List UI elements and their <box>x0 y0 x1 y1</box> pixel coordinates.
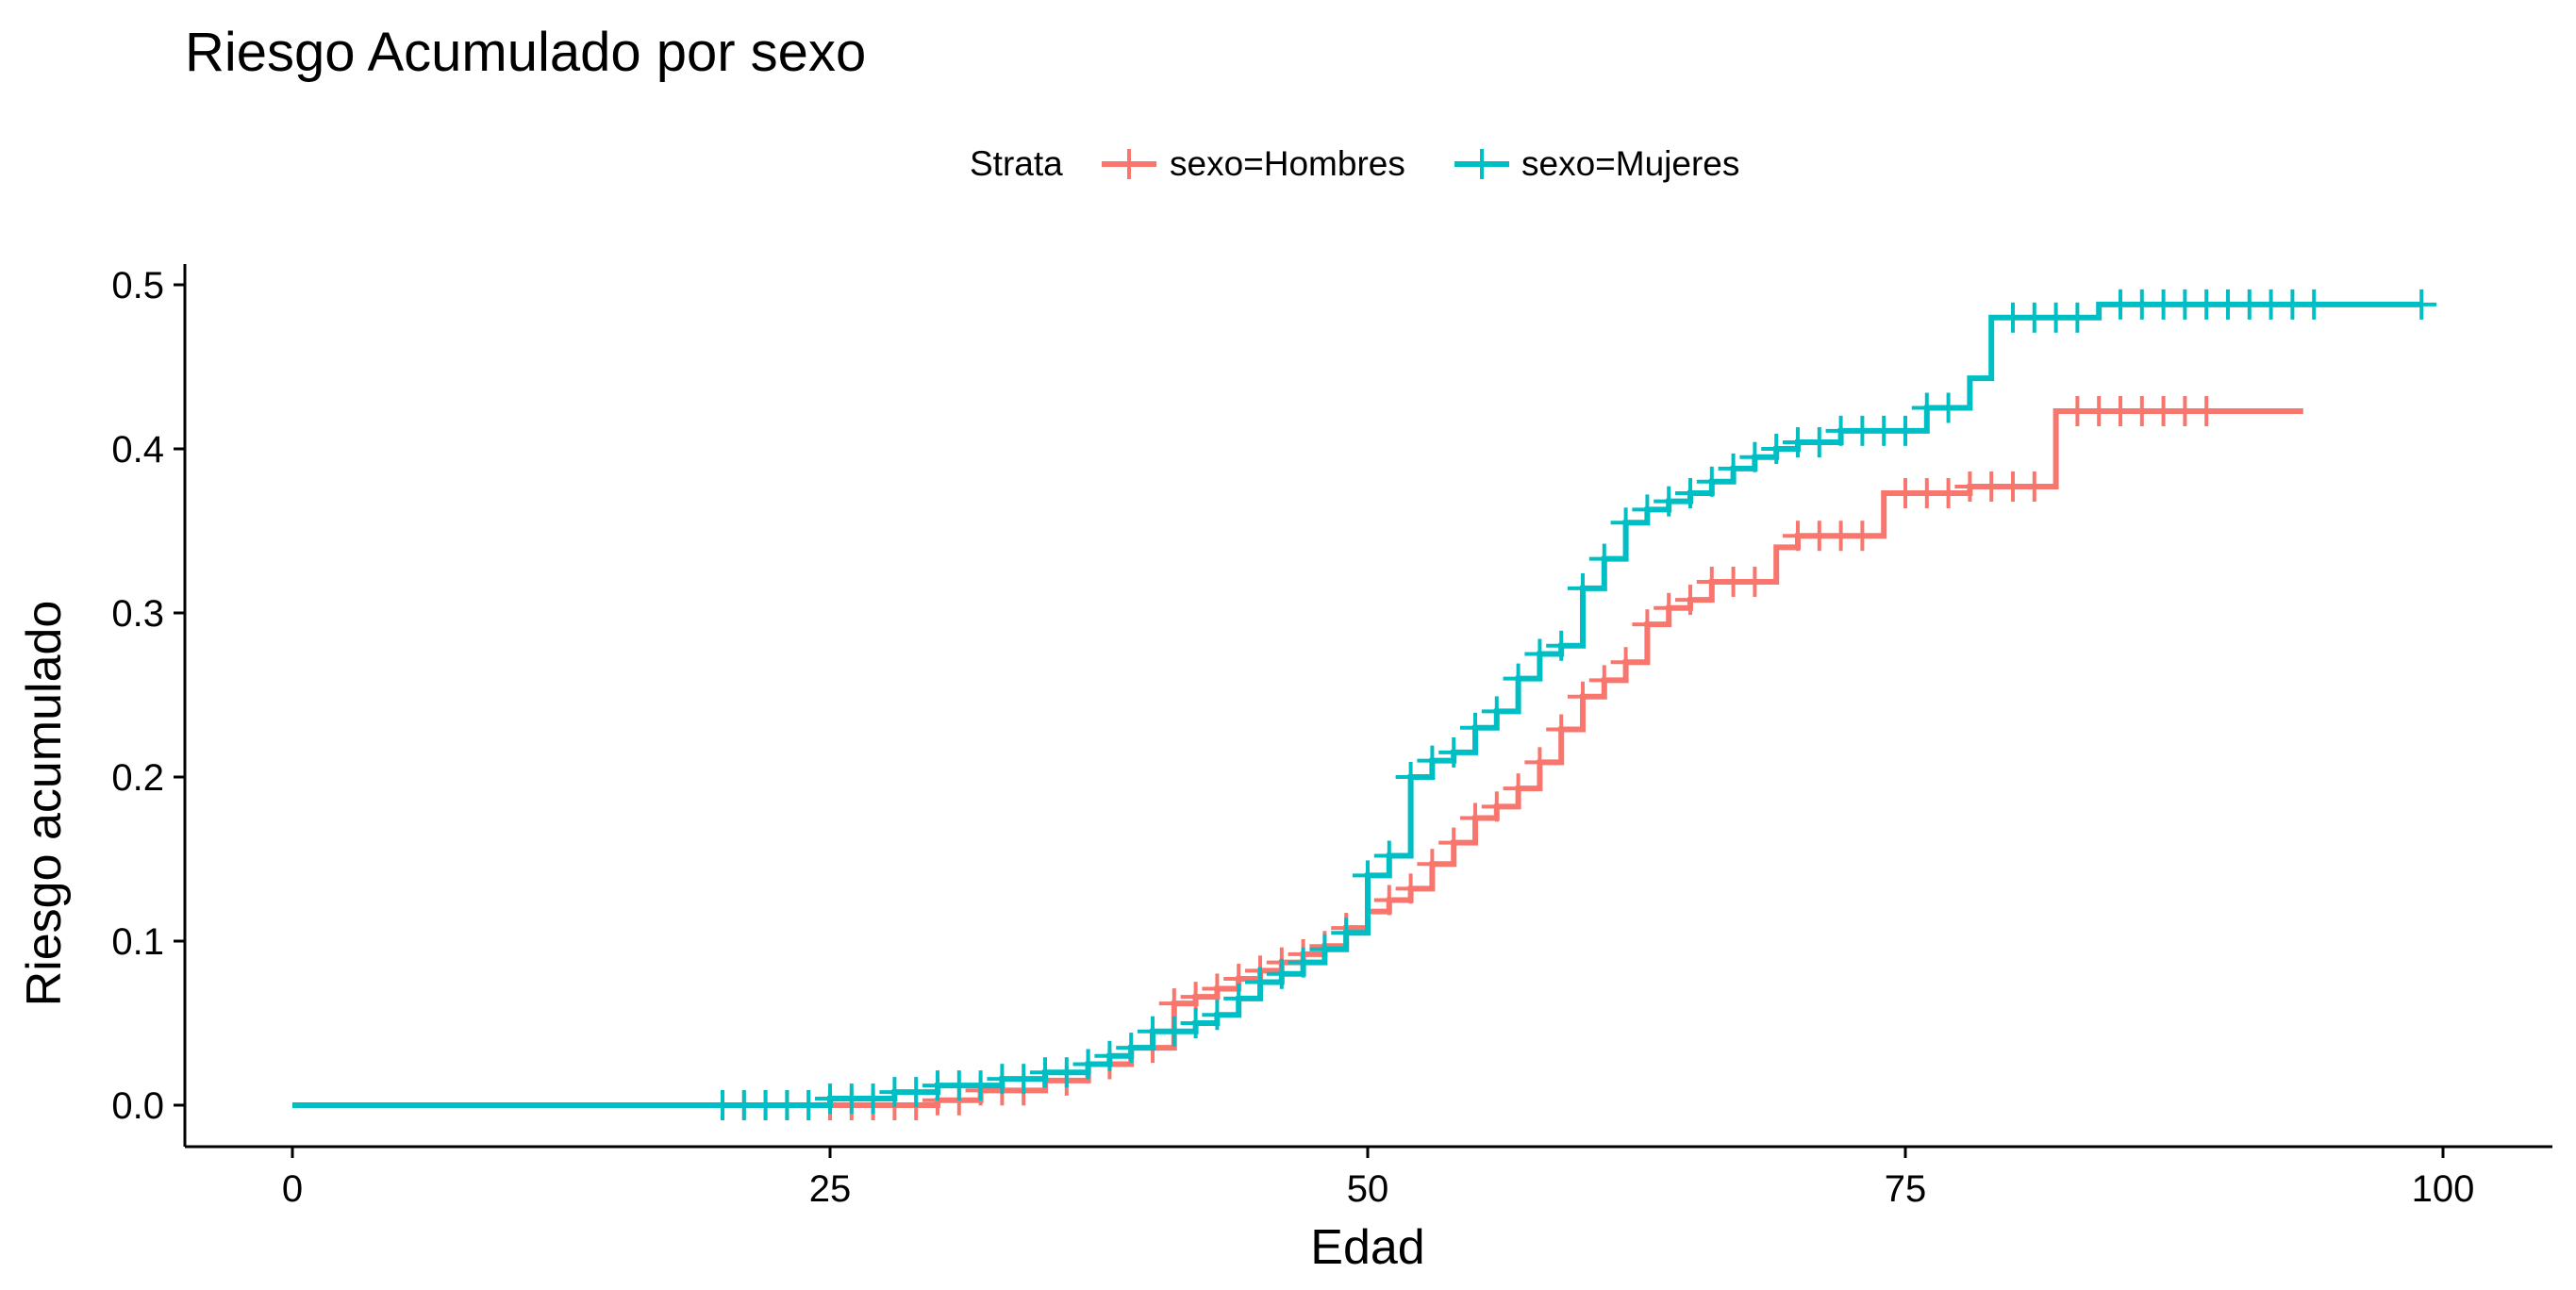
censor-mark <box>1417 849 1448 880</box>
censor-mark <box>1481 696 1512 727</box>
censor-mark <box>1008 1064 1039 1095</box>
censor-mark <box>1761 434 1792 464</box>
censor-mark <box>1353 860 1383 891</box>
censor-mark <box>1718 453 1749 484</box>
censor-mark <box>1202 973 1233 1004</box>
censor-mark <box>1739 566 1770 597</box>
censor-mark <box>1503 663 1534 694</box>
censor-mark <box>1373 885 1404 916</box>
censor-mark <box>1588 543 1620 574</box>
censor-mark <box>793 1090 824 1120</box>
legend-key-mujeres <box>1454 149 1509 179</box>
censor-mark <box>1395 873 1426 904</box>
censor-mark <box>1051 1057 1082 1088</box>
y-tick-label: 0.0 <box>111 1085 164 1127</box>
censor-mark <box>1116 1033 1147 1064</box>
censor-mark <box>1180 982 1211 1013</box>
x-tick-label: 75 <box>1885 1168 1927 1210</box>
censor-mark <box>857 1083 889 1115</box>
censor-mark <box>1245 967 1275 998</box>
y-tick-label: 0.4 <box>111 429 164 471</box>
censor-mark <box>901 1077 932 1108</box>
censor-mark <box>1072 1049 1104 1080</box>
censor-mark <box>2062 302 2093 333</box>
x-tick-label: 0 <box>282 1168 303 1210</box>
censor-mark <box>1803 427 1835 458</box>
y-tick-label: 0.1 <box>111 921 164 963</box>
legend-label-mujeres: sexo=Mujeres <box>1521 144 1739 183</box>
censor-mark <box>1847 521 1878 552</box>
censor-mark <box>1890 415 1920 446</box>
censor-mark <box>1460 802 1490 834</box>
censor-mark <box>1373 840 1404 871</box>
censor-mark <box>1632 494 1663 525</box>
censor-mark <box>1524 638 1555 670</box>
legend-label-hombres: sexo=Hombres <box>1170 144 1405 183</box>
series-mujeres <box>292 289 2437 1120</box>
censor-mark <box>1481 791 1512 822</box>
censor-mark <box>1202 1000 1233 1031</box>
censor-mark <box>1524 747 1555 778</box>
censor-mark <box>1546 714 1577 745</box>
x-axis-title: Edad <box>1310 1220 1424 1275</box>
x-tick-label: 25 <box>809 1168 852 1210</box>
censor-mark <box>1568 572 1598 604</box>
censor-mark <box>2406 289 2437 320</box>
censor-mark <box>1288 947 1319 978</box>
censor-mark <box>1588 665 1620 696</box>
y-tick-label: 0.5 <box>111 265 164 306</box>
plot-series <box>292 289 2437 1120</box>
censor-mark <box>1158 1016 1189 1047</box>
censor-mark <box>1417 745 1448 776</box>
series-line <box>292 301 2422 1108</box>
censor-mark <box>1654 592 1685 623</box>
y-axis-title: Riesgo acumulado <box>17 601 72 1007</box>
censor-mark <box>1438 827 1470 858</box>
chart-title: Riesgo Acumulado por sexo <box>185 22 866 83</box>
legend-key-hombres <box>1102 149 1156 179</box>
legend: Strata sexo=Hombres sexo=Mujeres <box>970 144 1739 183</box>
censor-mark <box>965 1070 996 1101</box>
censor-mark <box>1675 585 1705 616</box>
y-tick-label: 0.3 <box>111 593 164 635</box>
censor-mark <box>1460 712 1490 743</box>
y-tick-label: 0.2 <box>111 757 164 799</box>
censor-mark <box>2019 471 2050 503</box>
censor-mark <box>1610 507 1641 538</box>
censor-mark <box>1395 762 1426 792</box>
censor-mark <box>1568 681 1598 712</box>
censor-mark <box>1223 983 1255 1014</box>
legend-title: Strata <box>970 144 1063 183</box>
censor-mark <box>1438 736 1470 768</box>
censor-mark <box>1158 988 1189 1019</box>
censor-mark <box>1933 392 1964 423</box>
censor-mark <box>1696 466 1727 497</box>
axes: 0.0 0.1 0.2 0.3 0.4 0.5 0 25 50 75 100 <box>111 264 2552 1210</box>
series-hombres <box>292 395 2303 1120</box>
censor-mark <box>1331 918 1362 949</box>
censor-mark <box>1503 773 1534 804</box>
censor-mark <box>1094 1040 1125 1071</box>
censor-mark <box>1546 630 1577 661</box>
censor-mark <box>1180 1008 1211 1038</box>
censor-mark <box>1266 958 1297 989</box>
censor-mark <box>1309 934 1340 965</box>
censor-mark <box>1933 477 1964 508</box>
censor-mark <box>1675 477 1705 508</box>
x-tick-label: 50 <box>1347 1168 1389 1210</box>
censor-mark <box>2191 395 2222 426</box>
censor-mark <box>1632 609 1663 640</box>
censor-mark <box>1654 486 1685 517</box>
series-line <box>292 407 2303 1108</box>
censor-mark <box>1739 441 1770 472</box>
censor-mark <box>2299 289 2330 320</box>
censor-mark <box>1610 647 1641 678</box>
x-tick-label: 100 <box>2412 1168 2475 1210</box>
